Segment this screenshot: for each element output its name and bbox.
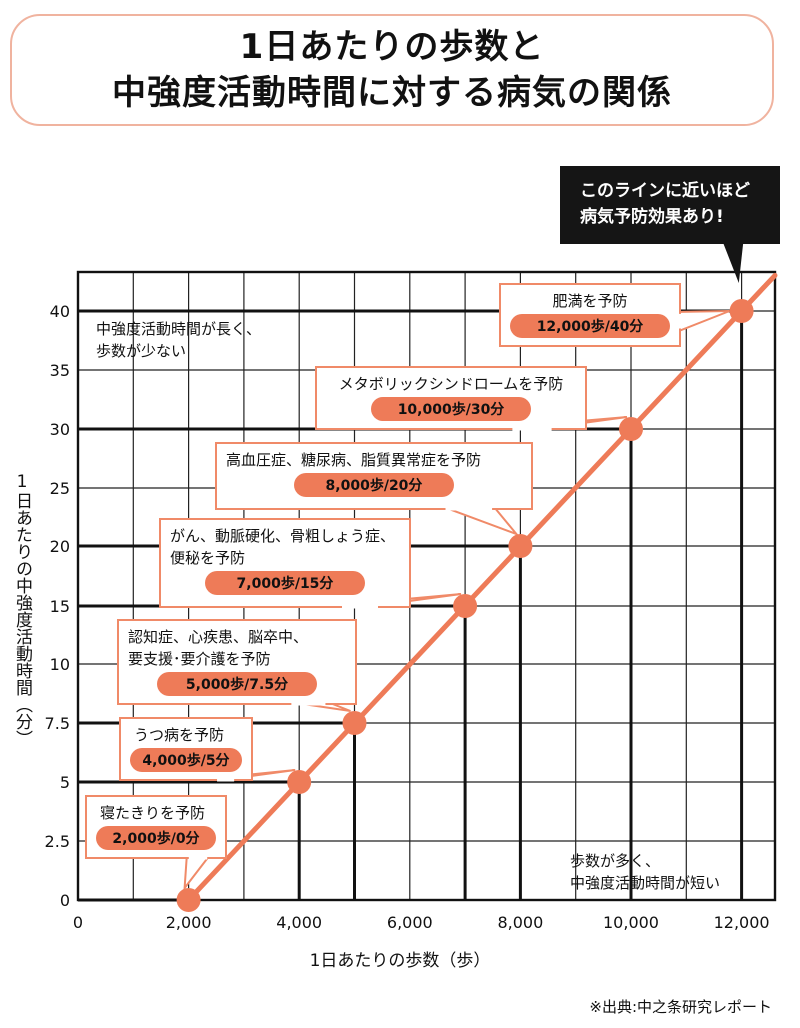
data-point [176,888,201,912]
y-tick-label: 10 [50,655,70,674]
x-tick-label: 12,000 [714,913,770,932]
y-tick-label: 25 [50,479,70,498]
annotation-value-label: 10,000歩/30分 [398,401,505,418]
x-tick-label: 10,000 [603,913,659,932]
callout-line-2: 病気予防効果あり! [580,207,724,227]
callout-line-1: このラインに近いほど [580,181,750,201]
annotation-value-pill [371,397,531,421]
y-tick-label: 20 [50,537,70,556]
y-tick-label: 40 [50,302,70,321]
annotation-value-label: 2,000歩/0分 [112,830,199,847]
annotation-value-label: 5,000歩/7.5分 [186,676,288,693]
annotation-condition-text: 便秘を予防 [170,549,245,567]
plot-frame [76,270,777,902]
title-box: 1日あたりの歩数と 中強度活動時間に対する病気の関係 [10,14,774,126]
callout-box: このラインに近いほど 病気予防効果あり! [560,166,780,244]
y-tick-label: 15 [50,597,70,616]
y-tick-label: 2.5 [45,832,70,851]
annotation-value-pill [510,314,670,338]
annotation-value-pill [157,672,317,696]
data-point [619,417,643,441]
annotation-value-label: 4,000歩/5分 [142,752,229,769]
annotation-condition-text: 要支援･要介護を予防 [128,650,271,668]
note-top-left-line-1: 中強度活動時間が長く、 [96,320,262,338]
y-tick-label: 5 [60,773,70,792]
chart-title-line-2: 中強度活動時間に対する病気の関係 [112,73,672,113]
x-tick-label: 2,000 [166,913,212,932]
data-point [342,711,367,735]
annotation-value-label: 12,000歩/40分 [537,318,644,335]
y-tick-label: 7.5 [45,714,70,733]
note-top-left: 中強度活動時間が長く、 歩数が少ない [96,318,261,362]
annotation-value-label: 8,000歩/20分 [326,477,423,494]
note-bottom-right-line-1: 歩数が多く、 [570,852,661,870]
y-tick-label: 30 [50,420,70,439]
source-note: ※出典:中之条研究レポート [589,998,772,1016]
annotation-value-pill [294,473,454,497]
annotation-value-pill [205,571,365,595]
x-tick-label: 8,000 [497,913,543,932]
annotation-value-label: 7,000歩/15分 [237,575,334,592]
annotation-condition-text: うつ病を予防 [134,726,224,744]
note-top-left-line-2: 歩数が少ない [96,342,187,360]
callout-pointer-wedge [443,506,520,537]
data-point [729,299,754,323]
data-point [508,534,533,558]
x-tick-label: 0 [73,913,83,932]
note-bottom-right: 歩数が多く、 中強度活動時間が短い [570,850,720,894]
x-axis-label: 1日あたりの歩数（歩） [309,951,491,971]
x-tick-label: 6,000 [387,913,433,932]
annotation-condition-text: メタボリックシンドロームを予防 [339,375,564,393]
annotation-condition-text: 寝たきりを予防 [100,804,205,822]
callout-pointer-wedge [679,310,730,332]
annotation-condition-text: 高血圧症、糖尿病、脂質異常症を予防 [226,451,481,469]
annotation-condition-text: 認知症、心疾患、脳卒中、 [128,628,308,646]
chart-title-line-1: 1日あたりの歩数と [239,27,545,67]
data-point [453,594,478,618]
annotation-value-pill [96,826,216,850]
annotation-value-pill [130,748,242,772]
x-tick-label: 4,000 [276,913,322,932]
annotation-condition-text: 肥満を予防 [552,292,627,310]
data-point [287,770,312,794]
series-line [186,272,778,903]
annotation-condition-text: がん、動脈硬化、骨粗しょう症、 [170,527,395,545]
y-axis-label: 1日あたりの中強度活動時間（分） [12,472,32,747]
y-tick-label: 0 [60,891,70,910]
y-tick-label: 35 [50,361,70,380]
note-bottom-right-line-2: 中強度活動時間が短い [570,874,721,892]
